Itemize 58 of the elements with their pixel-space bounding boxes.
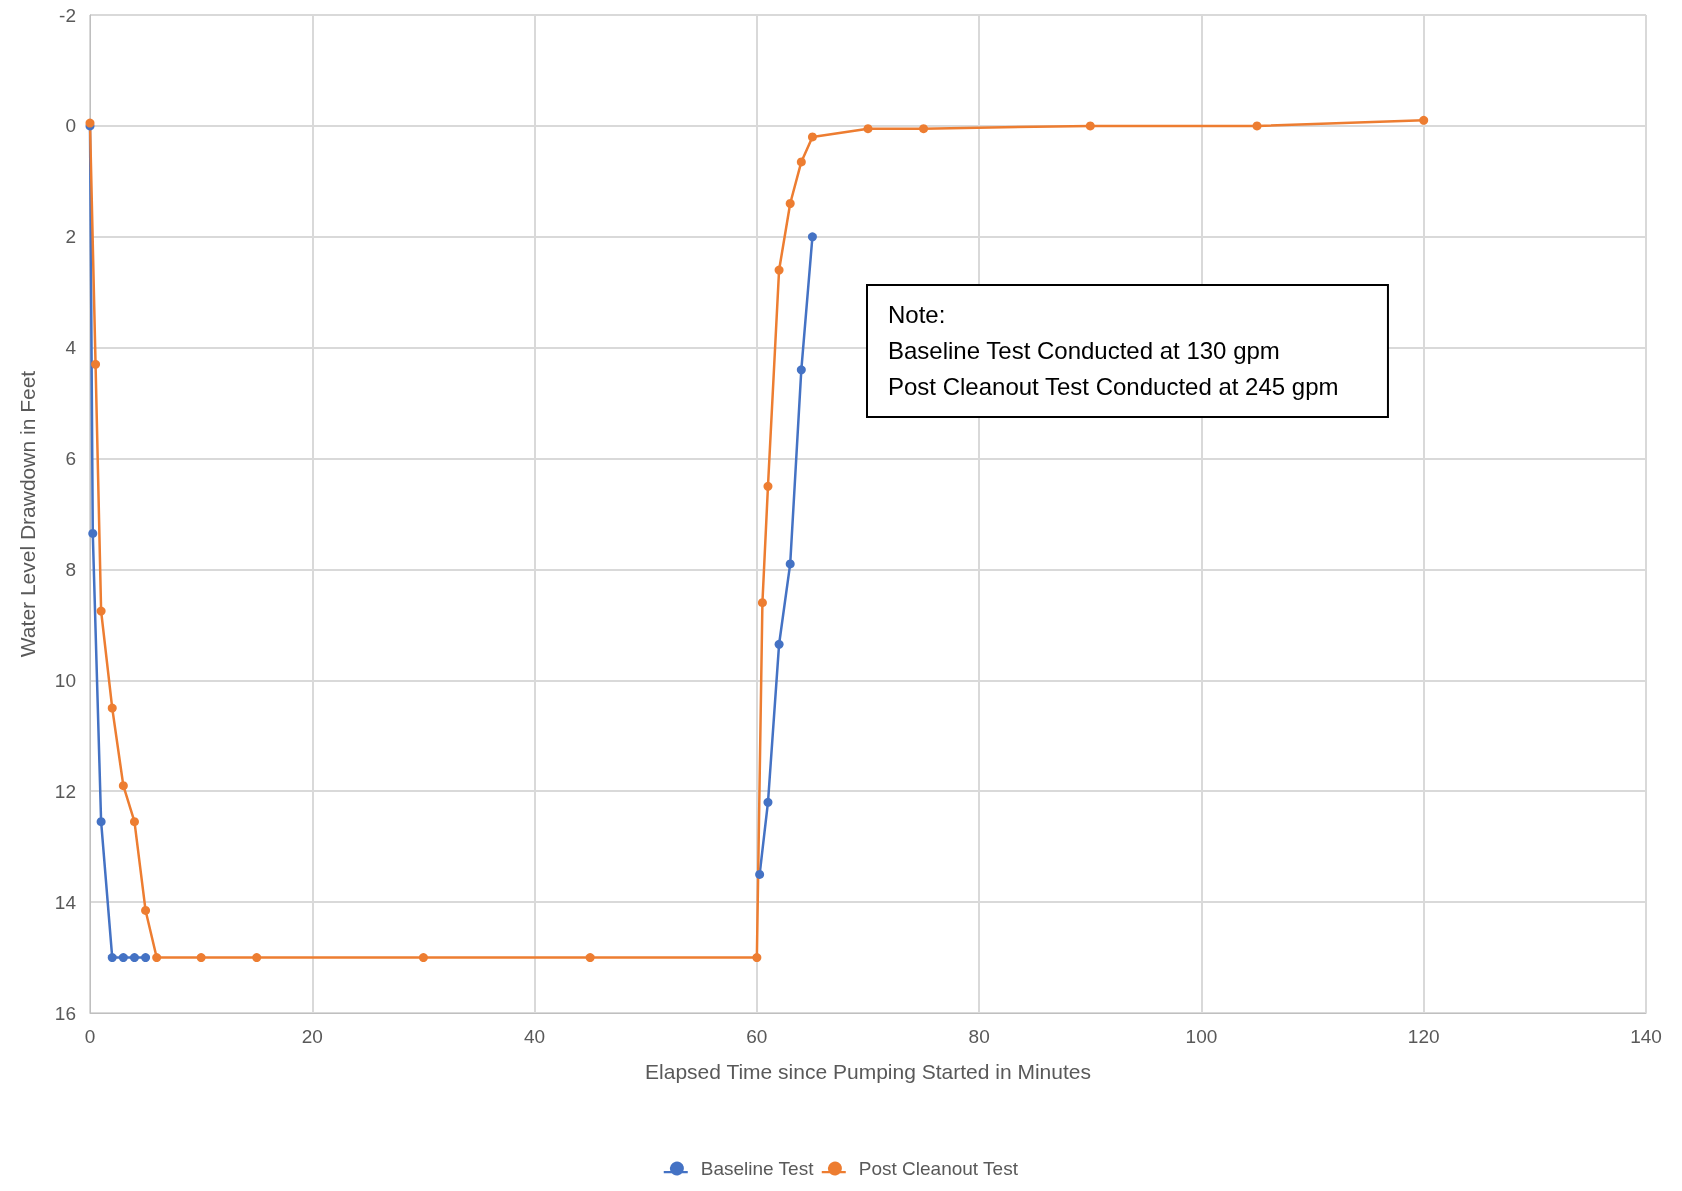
y-tick-label: 10 [54,669,76,691]
point [96,606,106,616]
point [757,598,767,608]
x-tick-label: 0 [84,1026,96,1047]
point [88,528,98,538]
x-tick-label: 80 [968,1026,990,1047]
point [796,365,806,375]
y-tick-label: 8 [65,558,76,580]
x-tick-label: 100 [1185,1026,1218,1047]
x-tick-label: 40 [524,1026,546,1047]
point [763,797,773,807]
point [118,953,128,963]
y-tick-label: 0 [65,115,76,137]
point [785,199,795,209]
point [141,905,151,915]
point [96,817,106,827]
point [863,124,873,134]
point [763,481,773,491]
point [118,781,128,791]
point [91,359,101,369]
point [1419,115,1429,125]
point [252,953,262,963]
point [752,953,762,963]
point [129,953,139,963]
y-tick-label: 16 [54,1002,76,1024]
x-axis-title: Elapsed Time since Pumping Started in Minutes [645,1060,1091,1083]
point [585,953,595,963]
y-tick-label: 6 [65,448,76,470]
y-tick-label: 12 [54,780,76,802]
x-tick-label: 120 [1407,1026,1440,1047]
y-tick-label: 4 [65,337,77,359]
point [807,132,817,142]
y-tick-label: -2 [59,4,76,26]
point [919,124,929,134]
annotation: Note: Baseline Test Conducted at 130 gpm Post Cleanout Test Conducted at 245 gpm [888,300,1339,400]
x-tick-label: 140 [1630,1026,1662,1047]
point [107,953,117,963]
point [129,817,139,827]
point [755,869,765,879]
point [796,157,806,167]
point [107,703,117,713]
point [141,953,151,963]
x-tick-label: 20 [301,1026,323,1047]
point [774,639,784,649]
y-tick-label: 14 [54,891,77,913]
legend-label: Baseline Test [700,1158,815,1179]
legend-label: Post Cleanout Test [858,1158,1019,1179]
y-axis-title: Water Level Drawdown in Feet [16,370,39,658]
point [418,953,428,963]
y-tick-label: 2 [65,226,76,248]
point [785,559,795,569]
point [152,953,162,963]
point [1085,121,1095,131]
x-tick-label: 60 [746,1026,768,1047]
point [807,232,817,242]
point [1252,121,1262,131]
point [196,953,206,963]
point [774,265,784,275]
